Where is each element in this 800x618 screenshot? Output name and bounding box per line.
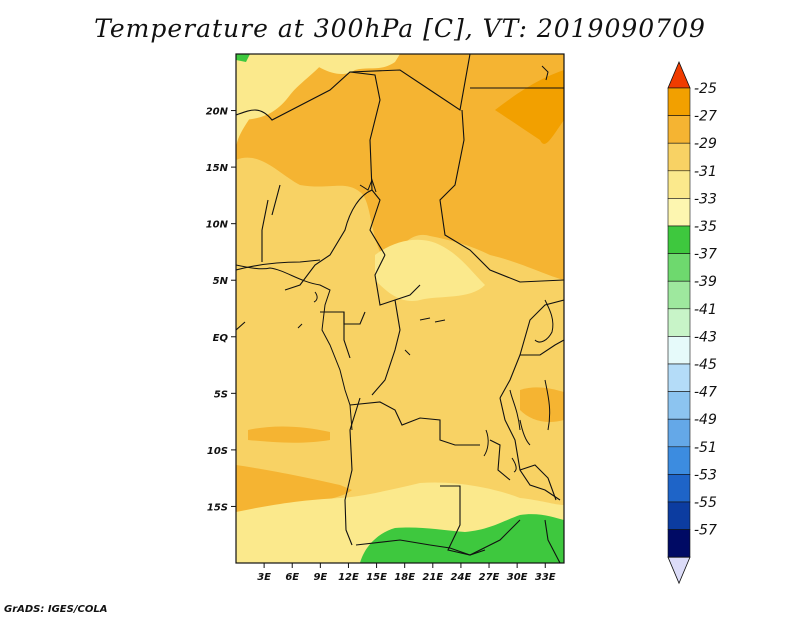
lat-tick-label: 20N [206, 107, 229, 118]
field-warm-east [520, 387, 564, 422]
colorbar-swatch [667, 446, 691, 475]
colorbar-swatch [667, 170, 691, 199]
colorbar-swatch [667, 308, 691, 337]
lat-tick-label: 10N [206, 220, 229, 231]
field-cool-north-strip [236, 54, 330, 120]
colorbar-swatch [667, 501, 691, 530]
colorbar-level-label: -43 [694, 329, 717, 345]
colorbar-swatch [667, 336, 691, 365]
colorbar-swatch [667, 280, 691, 310]
colorbar-level-label: -37 [694, 247, 717, 263]
lon-tick-label: 33E [535, 572, 556, 583]
colorbar-swatch [667, 418, 691, 448]
colorbar-swatch [667, 253, 691, 282]
field-cool-northwest [236, 54, 400, 150]
colorbar-top-arrow [667, 60, 691, 89]
colorbar-level-label: -29 [694, 136, 717, 152]
colorbar-swatch [667, 474, 691, 503]
colorbar-swatch [667, 363, 691, 392]
field-warm-west [248, 426, 330, 443]
lon-tick-label: 6E [285, 572, 299, 583]
colorbar-level-label: -41 [694, 302, 717, 318]
colorbar-level-label: -55 [694, 495, 717, 511]
colorbar-level-label: -49 [694, 412, 717, 428]
lon-tick-label: 9E [313, 572, 327, 583]
colorbar-level-label: -51 [694, 440, 717, 456]
map-frame [235, 53, 565, 564]
colorbar-swatch [667, 529, 691, 558]
coastlines [236, 65, 554, 473]
colorbar-level-label: -27 [694, 109, 717, 125]
lon-tick-label: 12E [338, 572, 359, 583]
field-central-pale [375, 239, 485, 301]
lat-tick-label: 15N [206, 163, 229, 174]
colorbar-level-label: -35 [694, 219, 717, 235]
lon-tick-label: 21E [422, 572, 443, 583]
colorbar-level-label: -47 [694, 385, 717, 401]
lon-tick-label: 24E [451, 572, 472, 583]
field-warm-north [236, 54, 564, 280]
lon-tick-label: 3E [257, 572, 271, 583]
grads-credit: GrADS: IGES/COLA [4, 604, 108, 615]
colorbar-swatch [667, 115, 691, 144]
colorbar-level-label: -31 [694, 164, 717, 180]
lat-tick-label: 5S [214, 389, 228, 400]
lon-tick-label: 30E [507, 572, 528, 583]
colorbar-swatch [667, 391, 691, 420]
colorbar-bottom-arrow [667, 556, 691, 585]
colorbar-level-label: -33 [694, 191, 717, 207]
lat-tick-label: 15S [207, 502, 228, 513]
colorbar-level-label: -25 [694, 81, 717, 97]
colorbar: -25 -27 -29 -31 -33 -35 -37 -39 -41 -43 -45 -47 -49 -… [667, 60, 717, 585]
colorbar-swatch [667, 142, 691, 172]
colorbar-swatch [667, 198, 691, 227]
colorbar-level-label: -57 [694, 523, 717, 539]
map-title: Temperature at 300hPa [C], VT: 201909070… [94, 14, 706, 43]
lon-tick-label: 18E [394, 572, 415, 583]
colorbar-level-label: -39 [694, 274, 717, 290]
temperature-field [236, 54, 564, 563]
lon-tick-label: 27E [479, 572, 500, 583]
latitude-axis: 20N 15N 10N 5N EQ 5S 10S 15S [206, 107, 236, 513]
longitude-axis: 3E 6E 9E 12E 15E 18E 21E 24E 27E 30E 33E [257, 563, 556, 583]
lat-tick-label: 10S [207, 446, 228, 457]
lat-tick-label: EQ [213, 333, 229, 344]
lon-tick-label: 15E [366, 572, 387, 583]
colorbar-level-label: -53 [694, 467, 717, 483]
field-green-corner [236, 54, 250, 62]
colorbar-level-label: -45 [694, 357, 717, 373]
colorbar-swatch [667, 87, 691, 116]
colorbar-swatch [667, 225, 691, 254]
lat-tick-label: 5N [213, 276, 229, 287]
